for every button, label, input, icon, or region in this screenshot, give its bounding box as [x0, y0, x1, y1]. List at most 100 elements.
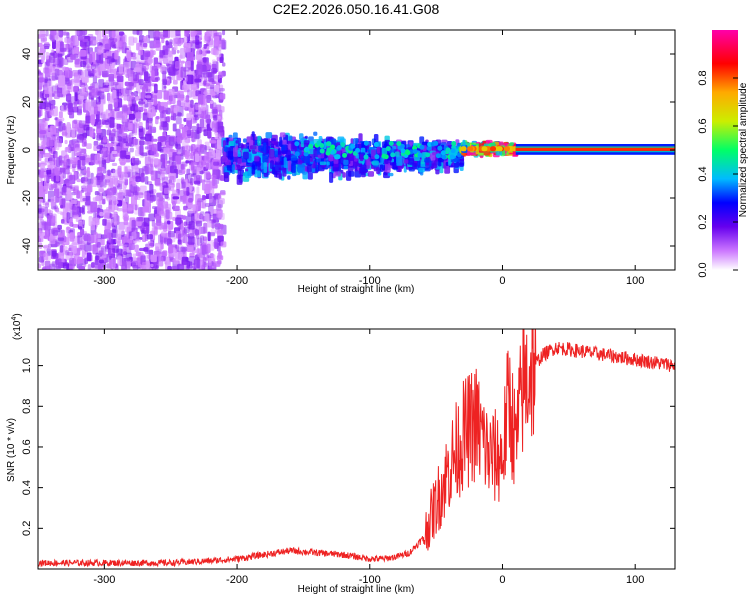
spectrogram-cell: [57, 57, 64, 67]
spectrogram-cell: [182, 106, 188, 110]
spectrogram-cell: [136, 220, 142, 227]
spectrogram-cell: [124, 81, 130, 87]
spectrogram-cell: [263, 162, 267, 174]
spectrogram-xlabel: Height of straight line (km): [298, 284, 415, 295]
spectrogram-cell: [57, 87, 64, 98]
spectrogram-cell: [216, 56, 220, 62]
spectrogram-cell: [95, 30, 99, 36]
spectrogram-cell: [73, 101, 78, 112]
spectrogram-cell: [131, 219, 136, 231]
spectrogram-cell: [211, 68, 218, 74]
spectrogram-cell: [86, 143, 92, 149]
spectrogram-cell: [84, 200, 92, 207]
spectrogram-cell: [86, 167, 90, 178]
spectrogram-cell: [146, 88, 151, 95]
spectrogram-cell: [302, 171, 308, 180]
spectrogram-cell: [281, 150, 288, 154]
spectrogram-cell: [172, 79, 178, 85]
spectrogram-cell: [126, 85, 132, 91]
spectrogram-cell: [63, 58, 69, 65]
spectrogram-cell: [328, 153, 334, 162]
spectrogram-cell: [154, 213, 160, 220]
spectrogram-cell: [209, 140, 217, 144]
spectrogram-cell: [184, 30, 190, 37]
spectrogram-cell: [214, 74, 218, 83]
spectrogram-cell: [88, 53, 93, 64]
spectrogram-cell: [212, 200, 219, 204]
spectrogram-cell: [148, 213, 155, 222]
spectrogram-cell: [52, 105, 56, 109]
spectrogram-cell: [55, 132, 60, 142]
spectrogram-cell: [221, 39, 227, 50]
spectrogram-cell: [79, 156, 86, 161]
spectrogram-cell: [103, 39, 111, 50]
spectrogram-cell: [282, 167, 287, 177]
spectrogram-cell: [58, 75, 66, 87]
spectrogram-cell: [116, 228, 120, 238]
spectrogram-cell: [78, 266, 86, 270]
spectrogram-cell: [196, 161, 203, 168]
spectrogram-cell: [190, 84, 197, 90]
spectrogram-cell: [44, 89, 49, 95]
spectrogram-cell: [134, 204, 138, 211]
spectrogram-cell: [69, 174, 76, 184]
spectrogram-cell: [188, 198, 193, 203]
spectrogram-cell: [283, 157, 287, 169]
snr-frame: [37, 328, 676, 570]
spectrogram-cell: [108, 73, 115, 82]
spectrogram-cell: [40, 44, 45, 55]
spectrogram-cell: [199, 211, 205, 215]
spectrogram-cell: [45, 30, 49, 37]
spectrogram-cell: [106, 129, 112, 136]
spectrogram-cell: [96, 145, 103, 149]
spectrogram-cell: [158, 136, 165, 142]
spectrogram-cell: [297, 158, 303, 165]
colorbar-tick-label: 0.8: [697, 70, 709, 85]
spectrogram-cell: [70, 54, 76, 60]
spectrogram-cell: [173, 44, 178, 51]
spectrogram-cell: [145, 260, 150, 268]
spectrogram-cell: [188, 266, 195, 270]
spectrogram-cell: [346, 170, 352, 181]
spectrogram-cell: [85, 115, 91, 124]
spectrogram-cell: [41, 55, 45, 64]
spectrogram-cell: [63, 105, 67, 110]
spectrogram-cell: [350, 143, 356, 149]
spectrogram-cell: [170, 165, 177, 174]
spectrogram-cell: [106, 222, 111, 230]
spectrogram-cell: [104, 120, 110, 125]
spectrogram-cell: [198, 37, 203, 41]
spectrogram-cell: [222, 156, 228, 163]
spectrogram-cell: [92, 244, 99, 255]
spectrogram-cell: [106, 195, 112, 202]
spectrogram-cell: [46, 138, 53, 148]
spectrogram-cell: [118, 31, 124, 36]
spectrogram-cell: [101, 46, 105, 53]
spectrogram-cell: [61, 160, 68, 168]
spectrogram-cell: [113, 177, 119, 186]
spectrogram-cell: [97, 204, 103, 211]
spectrogram-cell: [82, 197, 89, 202]
spectrogram-cell: [237, 158, 242, 164]
spectrogram-cell: [203, 129, 208, 137]
spectrogram-cell: [68, 219, 73, 227]
spectrogram-cell: [147, 58, 154, 64]
spectrogram-cell: [138, 122, 143, 129]
spectrogram-cell: [325, 141, 331, 147]
spectrogram-cell: [49, 235, 56, 245]
spectrogram-cell: [72, 86, 78, 93]
spectrogram-cell: [144, 156, 151, 166]
spectrogram-cell: [85, 157, 92, 163]
spectrogram-cell: [92, 40, 98, 45]
spectrogram-cell: [222, 151, 227, 158]
spectrogram-cell: [84, 177, 89, 182]
snr-ylabel: SNR (10 * v/v): [6, 418, 17, 482]
spectrogram-cell: [193, 267, 197, 270]
spectrogram-cell: [187, 236, 195, 245]
spectrogram-cell: [42, 245, 50, 249]
spectrogram-cell: [57, 224, 62, 230]
spectrogram-cell: [57, 210, 63, 215]
spectrogram-cell: [176, 251, 183, 261]
spectrogram-cell: [65, 93, 72, 102]
